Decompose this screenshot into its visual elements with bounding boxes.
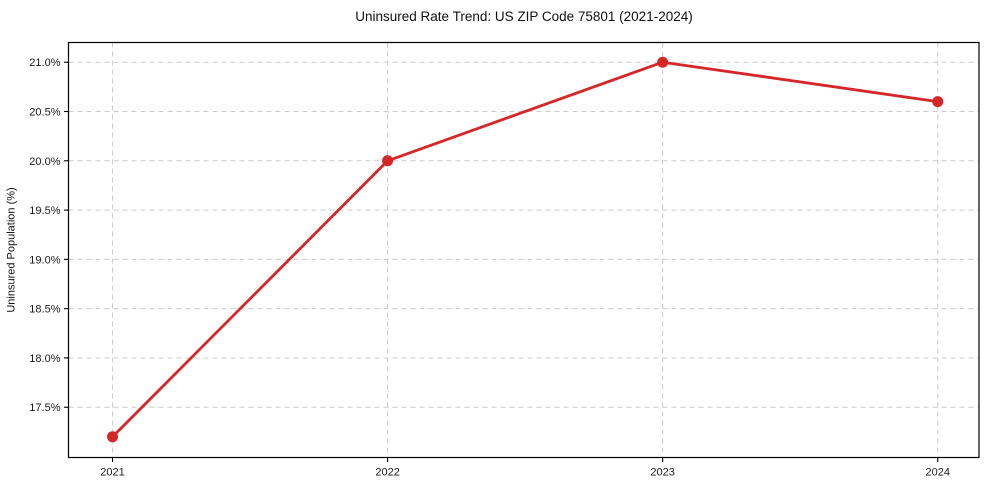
x-tick-label: 2024 <box>925 467 949 479</box>
plot-area: 17.5% 18.0% 18.5% 19.0% 19.5% 20.0% 20.5% 21.0%… <box>29 41 980 479</box>
y-tick-label: 21.0% <box>29 57 60 69</box>
y-tick-label: 20.0% <box>29 156 60 168</box>
chart-title: Uninsured Rate Trend: US ZIP Code 75801 … <box>355 9 692 24</box>
data-point-marker <box>932 96 944 108</box>
y-tick-label: 20.5% <box>29 107 60 119</box>
y-axis-label: Uninsured Population (%) <box>6 187 18 312</box>
y-tick-label: 19.0% <box>29 254 60 266</box>
y-tick-label: 18.0% <box>29 353 60 365</box>
y-tick-label: 19.5% <box>29 205 60 217</box>
x-tick-label: 2023 <box>650 467 674 479</box>
data-point-marker <box>107 431 119 443</box>
trend-line <box>111 60 940 439</box>
y-tick-label: 17.5% <box>29 402 60 414</box>
plot-border <box>67 41 980 459</box>
data-point-marker <box>382 155 394 167</box>
x-tick-label: 2021 <box>100 467 124 479</box>
y-tick-label: 18.5% <box>29 304 60 316</box>
data-point-marker <box>657 56 669 68</box>
x-tick-label: 2022 <box>375 467 399 479</box>
